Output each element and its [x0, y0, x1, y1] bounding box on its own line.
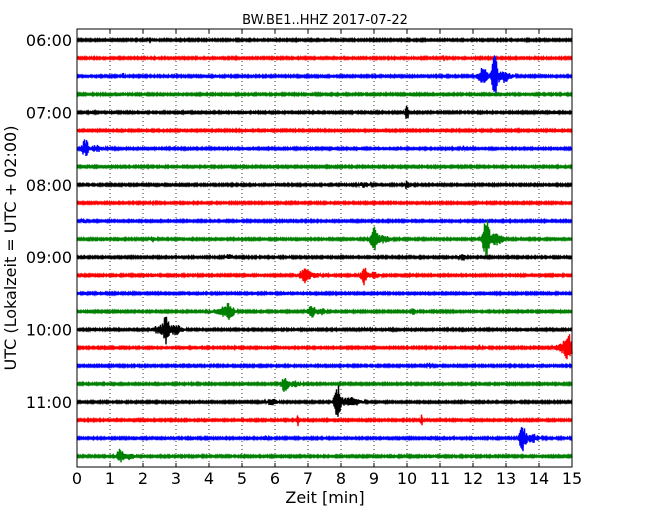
plot-frame	[76, 28, 573, 468]
y-axis-label: UTC (Lokalzeit = UTC + 02:00)	[1, 126, 20, 371]
y-tick-label-1: 07:00	[26, 103, 72, 122]
y-tick-label-2: 08:00	[26, 176, 72, 195]
x-tick-label-7: 7	[303, 469, 313, 488]
y-axis: 06:00 07:00 08:00 09:00 10:00 11:00	[26, 31, 572, 412]
trace-row-2	[76, 55, 573, 96]
x-tick-label-14: 14	[529, 469, 549, 488]
x-tick-label-0: 0	[72, 469, 82, 488]
x-tick-label-13: 13	[496, 469, 516, 488]
trace-row-13	[76, 267, 573, 286]
x-tick-label-9: 9	[369, 469, 379, 488]
x-tick-label-6: 6	[270, 469, 280, 488]
trace-row-4	[76, 105, 573, 119]
trace-row-5	[76, 127, 573, 135]
trace-row-12	[76, 253, 573, 262]
trace-row-20	[76, 385, 573, 417]
y-tick-label-4: 10:00	[26, 321, 72, 340]
x-tick-label-2: 2	[138, 469, 148, 488]
trace-row-8	[76, 180, 573, 190]
trace-row-22	[76, 427, 573, 452]
trace-row-3	[76, 90, 573, 98]
x-tick-label-11: 11	[430, 469, 450, 488]
x-tick-label-8: 8	[336, 469, 346, 488]
y-tick-label-0: 06:00	[26, 31, 72, 50]
trace-row-0	[76, 36, 573, 44]
trace-row-16	[76, 316, 573, 345]
trace-row-6	[76, 139, 573, 157]
trace-row-14	[76, 289, 573, 297]
trace-group	[76, 36, 573, 463]
trace-row-1	[76, 54, 573, 62]
y-tick-label-5: 11:00	[26, 393, 72, 412]
x-tick-label-10: 10	[397, 469, 417, 488]
trace-row-23	[76, 448, 573, 463]
chart-title: BW.BE1..HHZ 2017-07-22	[242, 13, 408, 28]
trace-row-15	[76, 302, 573, 320]
trace-row-9	[76, 199, 573, 207]
x-tick-label-1: 1	[105, 469, 115, 488]
x-axis: 0 1 2 3 4 5 6 7 8 9 10 11 12 13 14 15	[72, 29, 582, 488]
x-tick-label-12: 12	[463, 469, 483, 488]
x-axis-label: Zeit [min]	[285, 488, 364, 507]
trace-row-19	[76, 377, 573, 392]
x-tick-label-15: 15	[562, 469, 582, 488]
trace-row-11	[76, 220, 573, 258]
trace-row-7	[76, 163, 573, 171]
trace-row-10	[76, 217, 573, 225]
x-tick-label-3: 3	[171, 469, 181, 488]
y-tick-label-3: 09:00	[26, 248, 72, 267]
x-tick-label-5: 5	[237, 469, 247, 488]
x-tick-label-4: 4	[204, 469, 214, 488]
trace-row-17	[76, 334, 573, 360]
trace-row-18	[76, 362, 573, 370]
trace-row-21	[76, 414, 573, 427]
